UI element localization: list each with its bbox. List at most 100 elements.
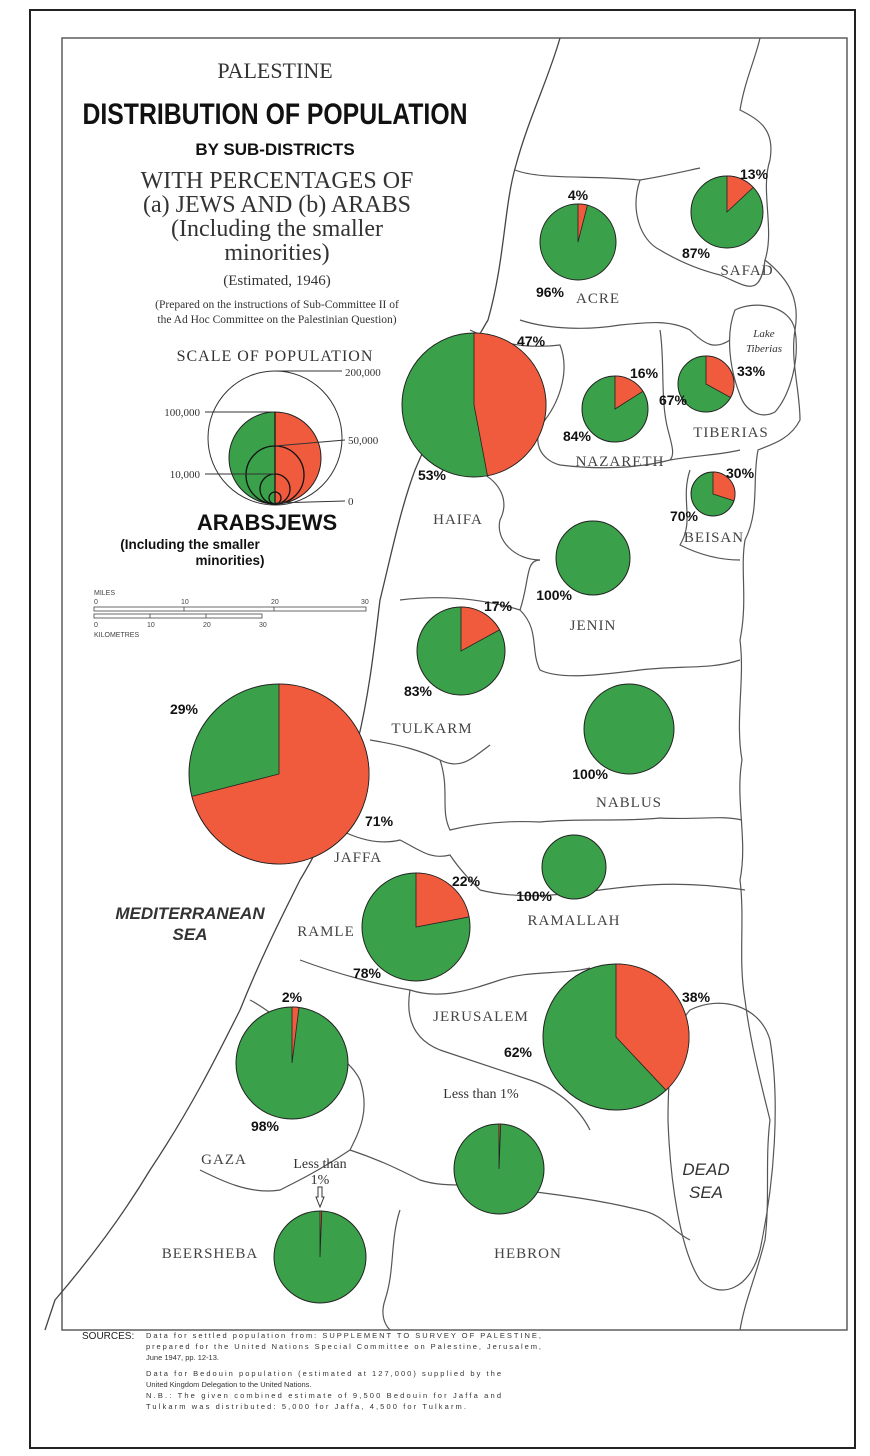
- arabs-pct-jenin: 100%: [536, 587, 572, 603]
- arabs-pct-nazareth: 84%: [563, 428, 592, 444]
- pie-jenin-arabs: [555, 520, 631, 596]
- title-line4: WITH PERCENTAGES OF: [141, 168, 414, 194]
- arabs-pct-gaza: 98%: [251, 1118, 280, 1134]
- jews-pct-gaza: 2%: [282, 989, 303, 1005]
- dead-sea-shape: [667, 1002, 776, 1291]
- jews-pct-jerusalem: 38%: [682, 989, 711, 1005]
- pie-haifa-jews: [473, 332, 547, 477]
- sources-line: Data for Bedouin population (estimated a…: [146, 1369, 501, 1378]
- pie-gaza-jews: [291, 1006, 300, 1064]
- sources-line: N.B.: The given combined estimate of 9,5…: [146, 1391, 501, 1400]
- svg-text:0: 0: [94, 599, 98, 606]
- map-frame: [61, 37, 848, 1331]
- sea-label-line2: SEA: [173, 925, 208, 944]
- svg-text:30: 30: [259, 622, 267, 629]
- district-name-acre: ACRE: [576, 291, 620, 307]
- arabs-pct-ramallah: 100%: [516, 888, 552, 904]
- legend-note1: (Including the smaller: [120, 537, 260, 552]
- title-line10: the Ad Hoc Committee on the Palestinian …: [157, 314, 396, 326]
- jews-pct-tiberias: 33%: [737, 363, 766, 379]
- district-name-nazareth: NAZARETH: [576, 454, 665, 470]
- outer-frame: [29, 9, 856, 1449]
- district-pies: [188, 175, 764, 1304]
- district-boundary: [299, 959, 591, 995]
- legend-jews: JEWS: [275, 510, 337, 535]
- title-line9: (Prepared on the instructions of Sub-Com…: [155, 299, 399, 311]
- legend-note2: minorities): [195, 553, 264, 568]
- sources-heading: SOURCES:: [82, 1331, 134, 1342]
- sources-line: Tulkarm was distributed: 5,000 for Jaffa…: [146, 1402, 466, 1411]
- jews-pct-beisan: 30%: [726, 465, 755, 481]
- sources-line: June 1947, pp. 12-13.: [146, 1353, 219, 1362]
- eastern-border: [738, 37, 801, 1331]
- svg-text:20: 20: [203, 622, 211, 629]
- district-boundary: [199, 1149, 351, 1192]
- scale-label-0: 0: [348, 496, 354, 508]
- arrow-beersheba: [315, 1186, 325, 1209]
- dead-sea-label-line1: DEAD: [682, 1160, 729, 1179]
- district-boundary: [382, 1209, 401, 1331]
- pie-nablus-arabs: [583, 683, 675, 775]
- scale-label-10000: 10,000: [170, 469, 201, 481]
- distance-scale-bar: MILES 0 10 20 30 0 10 20 30 KILOMETRES: [93, 590, 369, 639]
- arabs-pct-tiberias: 67%: [659, 392, 688, 408]
- arabs-pct-tulkarm: 83%: [404, 683, 433, 699]
- arabs-pct-jaffa: 29%: [170, 701, 199, 717]
- district-boundary: [479, 883, 746, 897]
- svg-text:20: 20: [271, 599, 279, 606]
- arabs-pct-ramle: 78%: [353, 965, 382, 981]
- district-boundary: [519, 559, 541, 611]
- district-name-gaza: GAZA: [201, 1152, 247, 1168]
- jews-pct-hebron: Less than 1%: [443, 1087, 519, 1102]
- pie-jerusalem-jews: [615, 963, 690, 1091]
- dead-sea-label-line2: SEA: [689, 1183, 723, 1202]
- pie-tulkarm-jews: [460, 606, 501, 652]
- svg-text:KILOMETRES: KILOMETRES: [94, 632, 139, 639]
- coastline: [44, 37, 561, 1331]
- district-boundary: [474, 469, 541, 561]
- jews-pct-nazareth: 16%: [630, 365, 659, 381]
- district-boundary: [679, 469, 741, 561]
- pie-nazareth-jews: [614, 375, 644, 410]
- lake-label-line1: Lake: [752, 328, 775, 340]
- svg-text:MILES: MILES: [94, 590, 115, 597]
- jews-pct-jaffa: 71%: [365, 813, 394, 829]
- sources-line: prepared for the United Nations Special …: [146, 1342, 541, 1351]
- arabs-pct-acre: 96%: [536, 284, 565, 300]
- jews-pct-tulkarm: 17%: [484, 598, 513, 614]
- jews-pct-ramle: 22%: [452, 873, 481, 889]
- scale-title: SCALE OF POPULATION: [177, 348, 374, 365]
- district-boundary: [519, 319, 731, 346]
- svg-text:10: 10: [181, 599, 189, 606]
- district-name-hebron: HEBRON: [494, 1246, 562, 1262]
- district-name-tiberias: TIBERIAS: [693, 425, 769, 441]
- arabs-pct-safad: 87%: [682, 245, 711, 261]
- district-boundary: [439, 759, 743, 831]
- arabs-pct-nablus: 100%: [572, 766, 608, 782]
- pie-safad-jews: [726, 175, 754, 213]
- svg-text:30: 30: [361, 599, 369, 606]
- district-name-nablus: NABLUS: [596, 795, 662, 811]
- district-boundary: [659, 329, 674, 461]
- district-boundary: [469, 329, 741, 469]
- lake-tiberias-shape: [728, 304, 797, 416]
- title-line7: minorities): [224, 240, 329, 266]
- district-name-ramle: RAMLE: [297, 924, 355, 940]
- jews-pct-beersheba: Less than: [293, 1157, 346, 1172]
- district-name-beersheba: BEERSHEBA: [162, 1246, 259, 1262]
- jews-pct-safad: 13%: [740, 166, 769, 182]
- jews-pct-acre: 4%: [568, 187, 589, 203]
- district-labels: ACRE 4% 96% SAFAD 13% 87% HAIFA 47% 53% NAZARETH 1…: [162, 166, 773, 1262]
- svg-text:10: 10: [147, 622, 155, 629]
- district-name-jenin: JENIN: [570, 618, 617, 634]
- sea-label-line1: MEDITERRANEAN: [115, 904, 265, 923]
- scale-label-200000: 200,000: [345, 367, 381, 379]
- title-line3: BY SUB-DISTRICTS: [195, 140, 354, 159]
- district-name-haifa: HAIFA: [433, 512, 483, 528]
- pie-hebron-jews: [498, 1123, 502, 1170]
- sources-line: United Kingdom Delegation to the United …: [146, 1380, 312, 1389]
- scale-label-100000: 100,000: [164, 407, 200, 419]
- district-boundary: [339, 829, 481, 891]
- title-line1: PALESTINE: [217, 58, 332, 83]
